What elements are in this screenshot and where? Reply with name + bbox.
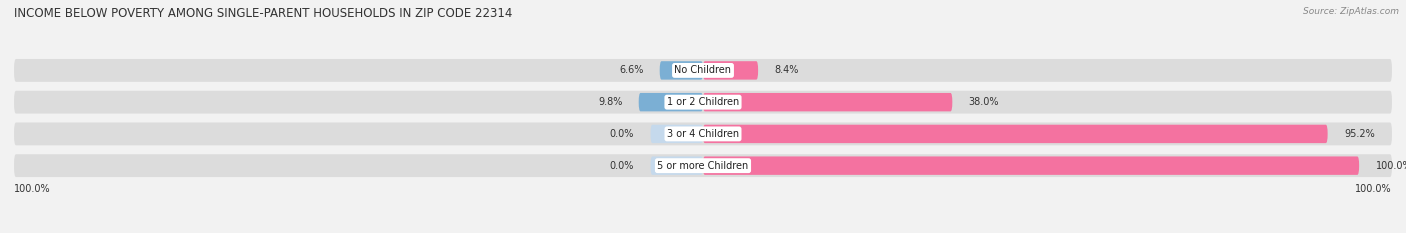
Text: 100.0%: 100.0% xyxy=(1355,184,1392,194)
Text: 0.0%: 0.0% xyxy=(610,129,634,139)
Text: Source: ZipAtlas.com: Source: ZipAtlas.com xyxy=(1303,7,1399,16)
Text: 8.4%: 8.4% xyxy=(775,65,799,75)
FancyBboxPatch shape xyxy=(14,154,1392,177)
Text: 3 or 4 Children: 3 or 4 Children xyxy=(666,129,740,139)
FancyBboxPatch shape xyxy=(651,125,703,143)
Text: 0.0%: 0.0% xyxy=(610,161,634,171)
Text: 100.0%: 100.0% xyxy=(14,184,51,194)
FancyBboxPatch shape xyxy=(638,93,703,111)
FancyBboxPatch shape xyxy=(651,156,703,175)
Text: 38.0%: 38.0% xyxy=(969,97,1000,107)
Text: 1 or 2 Children: 1 or 2 Children xyxy=(666,97,740,107)
FancyBboxPatch shape xyxy=(14,59,1392,82)
FancyBboxPatch shape xyxy=(703,61,758,80)
Text: 100.0%: 100.0% xyxy=(1375,161,1406,171)
FancyBboxPatch shape xyxy=(14,123,1392,145)
Text: No Children: No Children xyxy=(675,65,731,75)
FancyBboxPatch shape xyxy=(659,61,703,80)
Text: 95.2%: 95.2% xyxy=(1344,129,1375,139)
Text: 6.6%: 6.6% xyxy=(619,65,644,75)
Text: INCOME BELOW POVERTY AMONG SINGLE-PARENT HOUSEHOLDS IN ZIP CODE 22314: INCOME BELOW POVERTY AMONG SINGLE-PARENT… xyxy=(14,7,512,20)
FancyBboxPatch shape xyxy=(14,91,1392,114)
FancyBboxPatch shape xyxy=(703,93,952,111)
FancyBboxPatch shape xyxy=(703,156,1360,175)
Text: 5 or more Children: 5 or more Children xyxy=(658,161,748,171)
FancyBboxPatch shape xyxy=(703,125,1327,143)
Text: 9.8%: 9.8% xyxy=(598,97,623,107)
